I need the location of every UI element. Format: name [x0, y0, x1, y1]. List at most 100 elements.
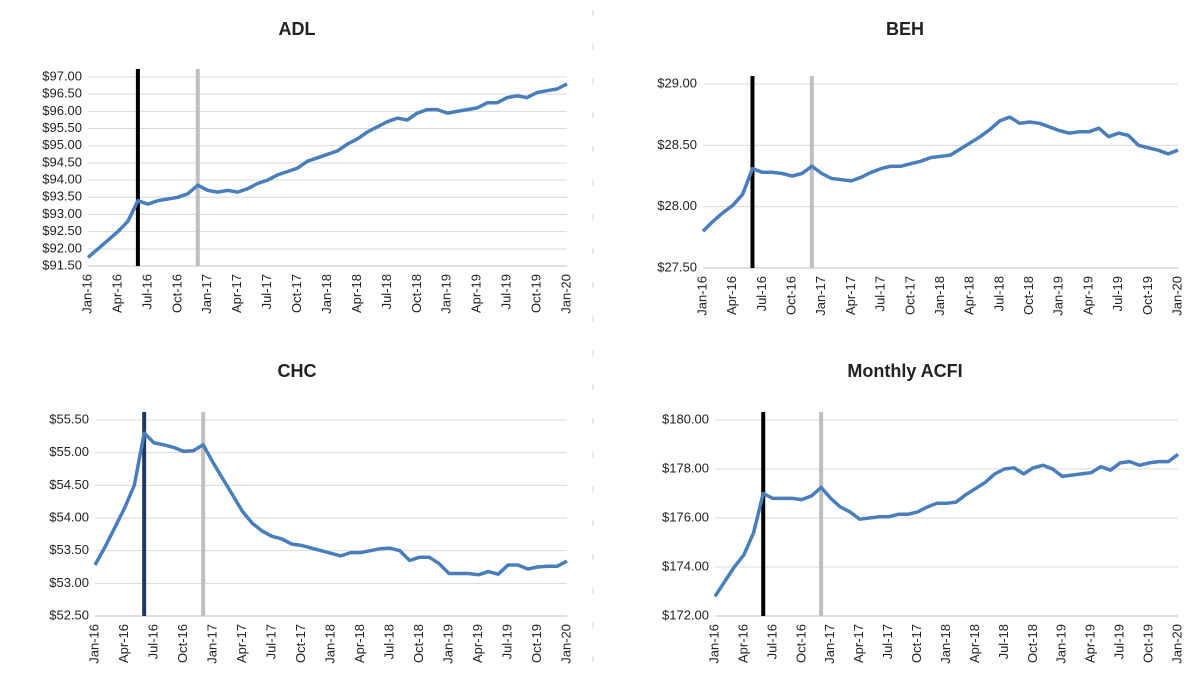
x-tick-label: Jul-17: [873, 276, 888, 311]
y-tick-label: $28.50: [657, 137, 697, 152]
y-tick-label: $93.50: [42, 189, 82, 204]
chart-title: BEH: [886, 19, 924, 39]
x-tick-label: Jul-17: [259, 274, 274, 309]
y-tick-label: $176.00: [662, 509, 709, 524]
x-tick-label: Apr-16: [724, 276, 739, 315]
chart-title: ADL: [279, 19, 316, 39]
x-tick-label: Jan-16: [79, 274, 94, 314]
x-tick-label: Jan-19: [1054, 624, 1069, 664]
data-line: [93, 431, 568, 577]
x-tick-label: Oct-16: [784, 276, 799, 315]
x-tick-label: Jul-18: [379, 274, 394, 309]
x-tick-label: Jan-18: [938, 624, 953, 664]
x-tick-label: Oct-19: [529, 274, 544, 313]
x-tick-label: Apr-16: [116, 624, 131, 663]
x-tick-label: Jul-18: [991, 276, 1006, 311]
chart-panel: Monthly ACFI $172.00 $174.00 $176.00 $178.00…: [662, 361, 1184, 664]
y-tick-label: $54.50: [49, 477, 89, 492]
x-tick-label: Jan-18: [319, 274, 334, 314]
x-tick-label: Jul-17: [880, 624, 895, 659]
x-tick-label: Oct-18: [411, 624, 426, 663]
x-tick-label: Jan-20: [558, 274, 573, 314]
x-tick-label: Jan-20: [1169, 276, 1184, 316]
x-tick-label: Apr-19: [470, 624, 485, 663]
x-tick-label: Jul-18: [996, 624, 1011, 659]
x-tick-label: Oct-18: [409, 274, 424, 313]
chart-title: CHC: [278, 361, 317, 381]
x-tick-label: Apr-18: [962, 276, 977, 315]
y-tick-label: $53.00: [49, 575, 89, 590]
x-tick-label: Oct-18: [1021, 276, 1036, 315]
x-tick-label: Jul-19: [1112, 624, 1127, 659]
x-tick-label: Jul-16: [139, 274, 154, 309]
y-tick-label: $174.00: [662, 558, 709, 573]
x-tick-label: Jan-17: [822, 624, 837, 664]
x-tick-label: Jan-19: [439, 274, 454, 314]
x-tick-label: Jan-18: [322, 624, 337, 664]
y-tick-label: $55.00: [49, 444, 89, 459]
x-tick-label: Jul-18: [381, 624, 396, 659]
y-tick-label: $28.00: [657, 198, 697, 213]
x-tick-label: Oct-17: [902, 276, 917, 315]
x-tick-label: Apr-17: [229, 274, 244, 313]
x-tick-label: Oct-17: [289, 274, 304, 313]
x-tick-label: Apr-19: [1083, 624, 1098, 663]
y-tick-label: $94.50: [42, 154, 82, 169]
x-tick-label: Jan-20: [1169, 624, 1184, 664]
x-tick-label: Jul-16: [754, 276, 769, 311]
x-tick-label: Apr-16: [109, 274, 124, 313]
data-line: [713, 452, 1180, 598]
x-tick-label: Oct-19: [1141, 624, 1156, 663]
x-tick-label: Apr-18: [352, 624, 367, 663]
x-tick-label: Jan-16: [694, 276, 709, 316]
x-tick-label: Apr-19: [1080, 276, 1095, 315]
x-tick-label: Jul-19: [499, 274, 514, 309]
data-line: [86, 82, 568, 259]
x-tick-label: Oct-16: [169, 274, 184, 313]
x-tick-label: Oct-19: [529, 624, 544, 663]
y-tick-label: $27.50: [657, 259, 697, 274]
x-tick-label: Oct-16: [175, 624, 190, 663]
x-tick-label: Jan-19: [440, 624, 455, 664]
chart-panel: BEH $27.50 $28.00 $28.50 $29.00 Jan-16 Apr-16 J…: [657, 19, 1184, 316]
x-tick-label: Oct-17: [293, 624, 308, 663]
chart-panel: ADL $91.50 $92.00 $92.50 $93.00 $93.50 $94.00 $…: [42, 19, 573, 314]
y-tick-label: $91.50: [42, 257, 82, 272]
x-tick-label: Jul-16: [764, 624, 779, 659]
x-tick-label: Oct-17: [909, 624, 924, 663]
y-tick-label: $29.00: [657, 75, 697, 90]
x-tick-label: Jan-16: [706, 624, 721, 664]
x-tick-label: Apr-16: [735, 624, 750, 663]
y-tick-label: $92.50: [42, 223, 82, 238]
x-tick-label: Oct-19: [1140, 276, 1155, 315]
y-tick-label: $172.00: [662, 607, 709, 622]
x-tick-label: Apr-17: [843, 276, 858, 315]
y-tick-label: $55.50: [49, 411, 89, 426]
x-tick-label: Jan-19: [1051, 276, 1066, 316]
x-tick-label: Jul-16: [145, 624, 160, 659]
x-tick-label: Jul-17: [263, 624, 278, 659]
x-tick-label: Jan-17: [199, 274, 214, 314]
y-tick-label: $95.00: [42, 137, 82, 152]
chart-title: Monthly ACFI: [847, 361, 962, 381]
x-tick-label: Jan-18: [932, 276, 947, 316]
x-tick-label: Jul-19: [1110, 276, 1125, 311]
x-tick-label: Apr-19: [469, 274, 484, 313]
x-tick-label: Apr-17: [851, 624, 866, 663]
y-tick-label: $53.50: [49, 542, 89, 557]
x-tick-label: Oct-18: [1025, 624, 1040, 663]
y-tick-label: $94.00: [42, 172, 82, 187]
x-tick-label: Jan-17: [813, 276, 828, 316]
y-tick-label: $95.50: [42, 120, 82, 135]
x-tick-label: Jan-20: [558, 624, 573, 664]
x-tick-label: Jan-17: [204, 624, 219, 664]
y-tick-label: $93.00: [42, 206, 82, 221]
x-tick-label: Oct-16: [793, 624, 808, 663]
y-tick-label: $52.50: [49, 607, 89, 622]
data-line: [701, 115, 1179, 233]
chart-panel: CHC $52.50 $53.00 $53.50 $54.00 $54.50 $55.00 $…: [49, 361, 573, 664]
x-tick-label: Apr-18: [349, 274, 364, 313]
y-tick-label: $180.00: [662, 411, 709, 426]
x-tick-label: Apr-18: [967, 624, 982, 663]
